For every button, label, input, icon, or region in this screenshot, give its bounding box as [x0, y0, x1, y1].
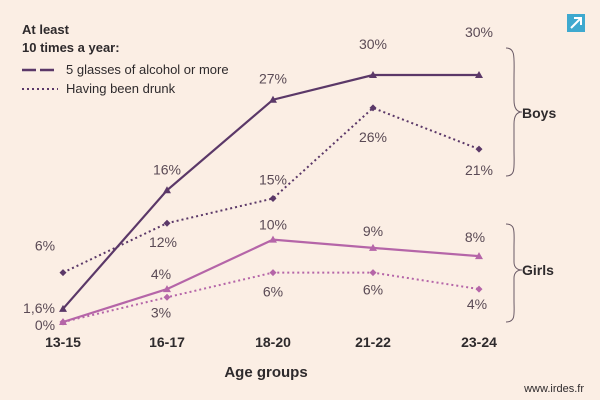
x-tick-label-3: 21-22: [355, 334, 391, 350]
data-point-girls-3-0: [59, 318, 67, 326]
data-point-boys-1-3: [369, 104, 377, 112]
series-line-boys-drunk: [62, 106, 480, 274]
data-point-girls-3-3: [369, 269, 377, 277]
data-label-boys-1-0: 6%: [35, 238, 55, 254]
data-point-girls-2-4: [475, 252, 483, 260]
data-point-girls-2-2: [269, 235, 277, 243]
legend-title-line-2: 10 times a year:: [22, 40, 120, 55]
data-point-boys-0-3: [369, 71, 377, 78]
data-label-boys-1-1: 12%: [149, 234, 177, 250]
legend-entry-drunk: Having been drunk: [66, 81, 176, 96]
data-label-girls-2-3: 9%: [363, 223, 383, 239]
data-label-girls-2-4: 8%: [465, 229, 485, 245]
data-point-boys-0-2: [269, 95, 277, 103]
expand-arrow-icon[interactable]: [567, 14, 585, 32]
x-tick-label-2: 18-20: [255, 334, 291, 350]
source-credit: www.irdes.fr: [523, 383, 584, 395]
data-point-boys-1-2: [269, 195, 277, 202]
legend-entry-binge: 5 glasses of alcohol or more: [66, 62, 229, 77]
data-label-boys-1-3: 26%: [359, 129, 387, 145]
data-point-girls-2-1: [163, 285, 171, 293]
data-label-boys-0-3: 30%: [359, 36, 387, 52]
data-point-boys-1-1: [163, 219, 171, 227]
data-label-girls-3-1: 3%: [151, 304, 171, 320]
data-label-boys-0-4: 30%: [465, 24, 493, 40]
data-label-girls-2-2: 10%: [259, 217, 287, 233]
series-line-girls-binge: [62, 238, 480, 324]
data-point-girls-2-3: [369, 243, 377, 251]
x-tick-label-1: 16-17: [149, 334, 185, 350]
data-label-boys-0-0: 1,6%: [23, 300, 55, 316]
data-label-boys-1-2: 15%: [259, 172, 287, 188]
data-label-boys-0-1: 16%: [153, 161, 181, 177]
data-point-girls-3-2: [269, 269, 277, 277]
x-tick-label-4: 23-24: [461, 334, 497, 350]
data-point-boys-0-1: [163, 186, 171, 194]
boys-brace: [505, 47, 523, 177]
data-point-boys-1-0: [59, 269, 67, 277]
data-point-boys-0-0: [59, 304, 67, 312]
data-label-girls-3-4: 4%: [467, 296, 487, 312]
data-label-girls-3-2: 6%: [263, 284, 283, 300]
x-tick-label-0: 13-15: [45, 334, 81, 350]
data-label-boys-1-4: 21%: [465, 162, 493, 178]
plot-area: 1,6% 16% 27% 30% 30% 6% 12% 15% 26% 21% 0% 4% 10% 9% 8…: [23, 24, 497, 350]
data-label-boys-0-2: 27%: [259, 71, 287, 87]
data-label-girls-2-1: 4%: [151, 266, 171, 282]
data-point-boys-1-4: [475, 145, 483, 153]
data-point-boys-0-4: [475, 71, 483, 78]
x-axis-label: Age groups: [224, 364, 307, 381]
data-label-girls-2-0: 0%: [35, 317, 55, 333]
legend-title-line-1: At least: [22, 22, 70, 37]
data-point-girls-3-4: [475, 285, 483, 293]
group-label-girls: Girls: [522, 262, 554, 278]
girls-brace: [505, 223, 523, 323]
data-point-girls-3-1: [163, 293, 171, 301]
data-label-girls-3-3: 6%: [363, 282, 383, 298]
group-label-boys: Boys: [522, 105, 556, 121]
